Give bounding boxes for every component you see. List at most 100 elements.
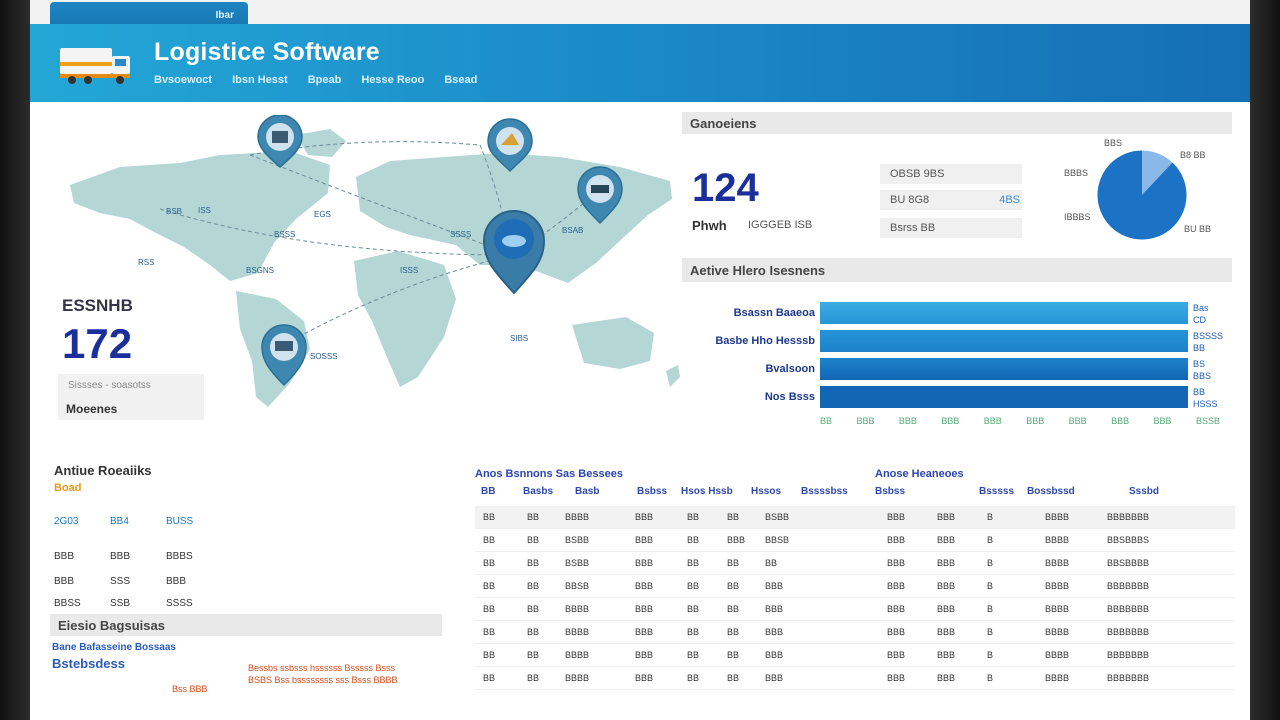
table-cell: B [987, 673, 994, 683]
nav-item-2[interactable]: Ibsn Hesst [232, 74, 288, 86]
table-cell: B [987, 650, 994, 660]
pin-truck-south[interactable] [261, 324, 307, 387]
app-screen: Ibar Logistice Software Bvsoewoct Ibsn H… [30, 0, 1250, 720]
table-row[interactable]: BB BB BSBB BBB BB BBB BBSB BBB BBB B BBBB BBSBBBS [475, 529, 1235, 552]
table-cell: BBB [937, 627, 956, 637]
table-cell: BBB [937, 535, 956, 545]
pin-warehouse[interactable] [257, 115, 303, 168]
table-cell: BB [527, 673, 540, 683]
app-title: Logistice Software [154, 38, 380, 66]
table-cell: BBBB [1045, 535, 1070, 545]
bar-fill [820, 358, 1188, 380]
operations-header: Ganoeiens [682, 112, 1232, 134]
table-cell: BB [483, 650, 496, 660]
table-cell: BB [687, 512, 700, 522]
table-cell: BBB [635, 627, 654, 637]
table-cell: BB [527, 558, 540, 568]
table-cell: BBB [635, 650, 654, 660]
operations-cell-label: OBSB 9BS [890, 168, 945, 180]
table-row[interactable]: BB BB BBBB BBB BB BB BBB BBB BBB B BBBB BBBBBBB [475, 667, 1235, 690]
table-cell: BBB [635, 581, 654, 591]
table-row[interactable]: BB BB BSBB BBB BB BB BB BBB BBB B BBBB BBSBBBB [475, 552, 1235, 575]
pin-truck-top[interactable] [487, 118, 533, 173]
table-cell: BBB [635, 604, 654, 614]
table-cell: BSBB [565, 558, 590, 568]
map-label: ISS [198, 206, 211, 215]
table-cell: BBBBBBB [1107, 604, 1150, 614]
table-cell: BB [483, 535, 496, 545]
table-cell: BBBBBBB [1107, 512, 1150, 522]
table-row[interactable]: BB BB BBBB BBB BB BB BBB BBB BBB B BBBB BBBBBBB [475, 621, 1235, 644]
table-cell: BBBB [565, 512, 590, 522]
table-cell: BBB [765, 604, 784, 614]
pie-label: BU BB [1184, 224, 1212, 234]
table-cell: BBB [937, 512, 956, 522]
table-cell: BBB [887, 604, 906, 614]
active-reports-row[interactable]: BBSS SSB SSSS [54, 597, 193, 609]
bar-label: Bsassn Baaeoa [733, 307, 815, 319]
table-cell: BB [527, 581, 540, 591]
bar-right-label: BS BBS [1193, 359, 1212, 381]
table-cell: BBBB [1045, 512, 1070, 522]
table-cell: BBBB [565, 650, 590, 660]
table-cell: BBBB [1045, 627, 1070, 637]
table-header: BB Basbs Basb Bsbss Hsos Hssb Hssos Bsss… [481, 486, 1160, 497]
pie-chart[interactable]: BBS B8 BB BBBS IBBBS BU BB [1060, 138, 1250, 248]
table-row[interactable]: BB BB BBBB BBB BB BB BBB BBB BBB B BBBB BBBBBBB [475, 644, 1235, 667]
table-cell: BBB [635, 512, 654, 522]
table-cell: BBBB [565, 673, 590, 683]
table-cell: BB [483, 512, 496, 522]
table-cell: BBBBBBB [1107, 627, 1150, 637]
nav-item-3[interactable]: Bpeab [307, 74, 342, 86]
table-cell: BB [727, 558, 740, 568]
active-routes-header: Aetive Hlero Isesnens [682, 258, 1232, 282]
table-cell: BB [527, 535, 540, 545]
bar-row[interactable]: Bsassn Baaeoa Bas CD [690, 302, 1235, 326]
table-row[interactable]: BB BB BBBB BBB BB BB BBB BBB BBB B BBBB BBBBBBB [475, 598, 1235, 621]
active-reports-row[interactable]: BBB SSS BBB [54, 575, 187, 587]
shipments-line: Bss BBB [172, 684, 208, 694]
map-label: EGS [314, 210, 331, 219]
table-cell: B [987, 581, 994, 591]
nav-item-5[interactable]: Bsead [444, 74, 478, 86]
table-row[interactable]: BB BB BBBB BBB BB BB BSBB BBB BBB B BBBB BBBBBBB [475, 506, 1235, 529]
active-reports-title: Antiue Roeaiiks [54, 463, 152, 478]
table-cell: BBSB [765, 535, 790, 545]
bar-label: Nos Bsss [764, 391, 815, 403]
top-tab[interactable]: Ibar [50, 2, 248, 26]
kpi-left-sublabel: Sissses - soasotss [68, 380, 151, 391]
table-cell: BBB [635, 535, 654, 545]
table-cell: BB [527, 650, 540, 660]
kpi-left-box: Sissses - soasotss Moeenes [58, 374, 204, 420]
shipments-header: Eiesio Bagsuisas [50, 614, 442, 636]
nav-item-1[interactable]: Bvsoewoct [154, 74, 213, 86]
active-reports-row[interactable]: 2G03 BB4 BUSS [54, 516, 194, 527]
table-cell: BBBB [1045, 604, 1070, 614]
bar-row[interactable]: Bvalsoon BS BBS [690, 358, 1235, 382]
operations-cell: OBSB 9BS [880, 164, 1022, 184]
pin-ship-center[interactable] [482, 210, 546, 295]
kpi-left-value: 172 [62, 320, 133, 367]
bar-row[interactable]: Nos Bsss BB HSSS [690, 386, 1235, 410]
main-nav: Bvsoewoct Ibsn Hesst Bpeab Hesse Reoo Bs… [154, 74, 477, 86]
active-reports-row[interactable]: BBB BBB BBBS [54, 551, 193, 562]
table-cell: BB [687, 650, 700, 660]
table-title-left: Anos Bsnnons Sas Bessees [475, 468, 623, 480]
table-cell: BBB [887, 581, 906, 591]
bar-row[interactable]: Basbe Hho Hesssb BSSSS BB [690, 330, 1235, 354]
bar-right-label: BSSSS BB [1193, 331, 1224, 353]
table-cell: BBB [887, 650, 906, 660]
table-cell: B [987, 535, 994, 545]
world-map[interactable]: BSB ISS BSSS EGS RSS BSGNS SSSS BSAB ISS… [60, 115, 680, 415]
table-cell: BB [527, 512, 540, 522]
table-cell: BB [727, 650, 740, 660]
table-row[interactable]: BB BB BBSB BBB BB BB BBB BBB BBB B BBBB BBBBBBB [475, 575, 1235, 598]
nav-item-4[interactable]: Hesse Reoo [361, 74, 425, 86]
map-label: BSB [166, 207, 182, 216]
table-title-right: Anose Heaneoes [875, 468, 964, 480]
table-cell: BB [765, 558, 778, 568]
pin-ship-right[interactable] [577, 166, 623, 225]
operations-cell-label: BU 8G8 [890, 194, 930, 206]
table-cell: BB [527, 604, 540, 614]
map-label: SSSS [450, 230, 471, 239]
